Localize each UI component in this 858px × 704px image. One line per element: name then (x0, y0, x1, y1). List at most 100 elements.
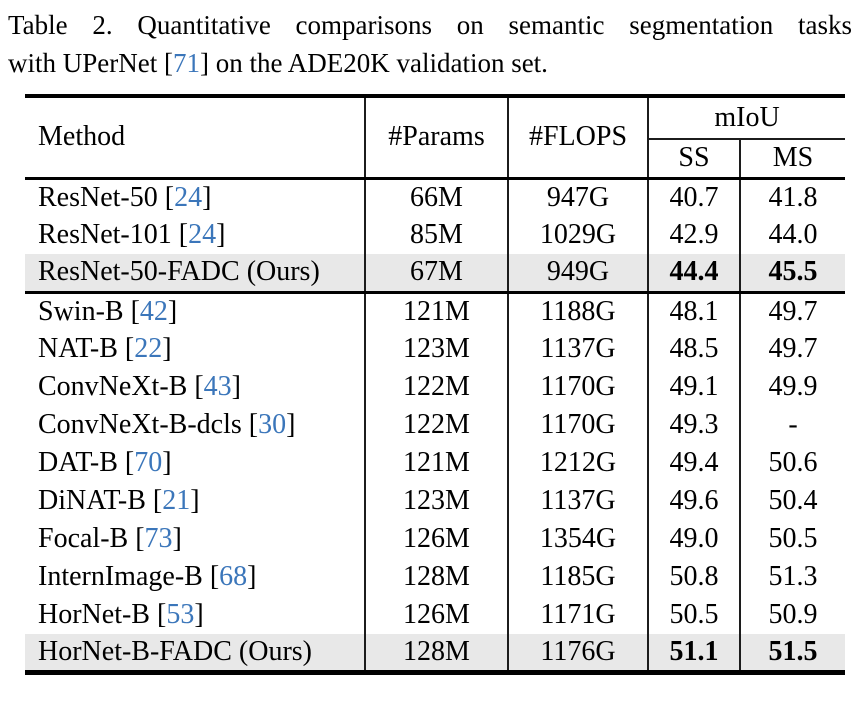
ms-cell: 50.9 (738, 596, 846, 634)
citation-link[interactable]: 73 (144, 523, 173, 554)
method-cell: DAT-B [70] (25, 444, 365, 482)
params-cell: 85M (364, 216, 508, 254)
ms-cell: 44.0 (738, 216, 846, 254)
table-caption: Table 2. Quantitative comparisons on sem… (8, 6, 852, 82)
citation-link[interactable]: 21 (162, 485, 191, 516)
ms-cell: 49.7 (738, 330, 846, 368)
flops-cell: 1029G (507, 216, 648, 254)
ms-cell: - (738, 406, 846, 444)
method-cell: ConvNeXt-B [43] (25, 368, 365, 406)
cite-bracket-open: [ (171, 219, 189, 250)
cite-bracket-open: [ (163, 48, 173, 78)
citation-link[interactable]: 22 (134, 333, 163, 364)
citation-link[interactable]: 68 (219, 561, 248, 592)
params-cell: 126M (364, 596, 508, 634)
flops-cell: 1170G (507, 406, 648, 444)
cite-bracket-close: ] (190, 485, 200, 516)
citation-link[interactable]: 24 (174, 181, 203, 213)
params-cell: 122M (364, 368, 508, 406)
ss-cell: 51.1 (647, 634, 740, 672)
table-row: InternImage-B [68] 128M 1185G 50.8 51.3 (25, 558, 846, 596)
cite-bracket-close: ] (162, 447, 172, 478)
ms-cell: 51.3 (738, 558, 846, 596)
cite-bracket-close: ] (172, 523, 182, 554)
method-name: NAT-B (38, 333, 118, 364)
method-name: HorNet-B (38, 599, 150, 630)
method-cell: NAT-B [22] (25, 330, 365, 368)
caption-text-post: on the ADE20K validation set. (208, 48, 548, 78)
ss-cell: 50.5 (647, 596, 740, 634)
citation-link[interactable]: 30 (258, 409, 287, 440)
method-name: ResNet-101 (38, 219, 172, 250)
header-ms: MS (738, 139, 846, 178)
flops-cell: 1137G (507, 330, 648, 368)
citation-link[interactable]: 42 (139, 295, 168, 327)
results-table: Method #Params #FLOPS mIoU SS MS ResNet-… (25, 94, 846, 675)
ms-cell: 50.4 (738, 482, 846, 520)
method-cell: DiNAT-B [21] (25, 482, 365, 520)
cite-bracket-close: ] (286, 409, 296, 440)
method-name: DiNAT-B (38, 485, 146, 516)
ss-cell: 49.3 (647, 406, 740, 444)
cite-bracket-close: ] (162, 333, 172, 364)
params-cell: 128M (364, 558, 508, 596)
citation-link[interactable]: 43 (203, 371, 232, 402)
method-cell: Focal-B [73] (25, 520, 365, 558)
table-row: HorNet-B-FADC (Ours) 128M 1176G 51.1 51.5 (25, 634, 846, 672)
ms-cell: 50.5 (738, 520, 846, 558)
table-row: ConvNeXt-B [43] 122M 1170G 49.1 49.9 (25, 368, 846, 406)
flops-cell: 1137G (507, 482, 648, 520)
ss-cell: 49.6 (647, 482, 740, 520)
cite-bracket-close: ] (167, 295, 178, 327)
method-name: Focal-B (38, 523, 129, 554)
ms-cell: 49.9 (738, 368, 846, 406)
params-cell: 123M (364, 330, 508, 368)
caption-line-2: with UPerNet [71] on the ADE20K validati… (8, 44, 852, 82)
ms-cell: 50.6 (738, 444, 846, 482)
cite-bracket-open: [ (241, 409, 259, 440)
method-name: ResNet-50-FADC (Ours) (38, 256, 320, 288)
ss-cell: 49.1 (647, 368, 740, 406)
cite-bracket-open: [ (187, 371, 204, 402)
method-cell: ResNet-50-FADC (Ours) (25, 254, 365, 292)
ss-cell: 50.8 (647, 558, 740, 596)
method-name: ConvNeXt-B-dcls (38, 409, 242, 440)
flops-cell: 1354G (507, 520, 648, 558)
params-cell: 122M (364, 406, 508, 444)
citation-link[interactable]: 53 (166, 599, 195, 630)
method-cell: HorNet-B-FADC (Ours) (25, 634, 365, 672)
method-cell: Swin-B [42] (25, 292, 365, 330)
flops-cell: 1212G (507, 444, 648, 482)
cite-bracket-close: ] (202, 181, 212, 213)
cite-bracket-close: ] (231, 371, 241, 402)
table-row: ResNet-101 [24] 85M 1029G 42.9 44.0 (25, 216, 846, 254)
flops-cell: 1170G (507, 368, 648, 406)
table-row: DAT-B [70] 121M 1212G 49.4 50.6 (25, 444, 846, 482)
header-flops: #FLOPS (507, 96, 648, 178)
flops-cell: 1171G (507, 596, 648, 634)
method-name: ResNet-50 (38, 181, 158, 213)
method-name: ConvNeXt-B (38, 371, 188, 402)
cite-bracket-open: [ (145, 485, 163, 516)
ss-cell: 48.1 (647, 292, 740, 330)
table-group-2: Swin-B [42] 121M 1188G 48.1 49.7 NAT-B [22] 12… (25, 292, 846, 672)
method-name: InternImage-B (38, 561, 203, 592)
ss-cell: 44.4 (647, 254, 740, 292)
cite-bracket-close: ] (247, 561, 257, 592)
method-cell: InternImage-B [68] (25, 558, 365, 596)
params-cell: 128M (364, 634, 508, 672)
table-row: ConvNeXt-B-dcls [30] 122M 1170G 49.3- (25, 406, 846, 444)
table-row: HorNet-B [53] 126M 1171G 50.5 50.9 (25, 596, 846, 634)
citation-link[interactable]: 70 (134, 447, 163, 478)
table-row: Focal-B [73] 126M 1354G 49.0 50.5 (25, 520, 846, 558)
citation-link[interactable]: 71 (172, 48, 200, 78)
method-cell: ResNet-101 [24] (25, 216, 365, 254)
params-cell: 67M (364, 254, 508, 292)
method-cell: ResNet-50 [24] (25, 178, 365, 216)
flops-cell: 947G (507, 178, 648, 216)
ss-cell: 49.0 (647, 520, 740, 558)
cite-bracket-open: [ (123, 295, 140, 327)
table-header: Method #Params #FLOPS mIoU SS MS (25, 96, 846, 178)
header-method: Method (38, 121, 126, 153)
citation-link[interactable]: 24 (188, 219, 217, 250)
